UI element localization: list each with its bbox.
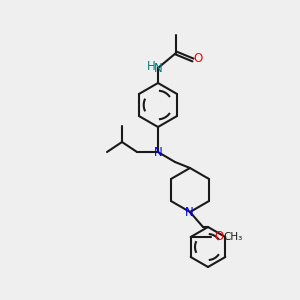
Text: O: O: [194, 52, 202, 65]
Text: N: N: [154, 61, 162, 74]
Text: CH₃: CH₃: [223, 232, 242, 242]
Text: N: N: [184, 206, 194, 218]
Text: H: H: [147, 61, 155, 74]
Text: O: O: [214, 230, 223, 244]
Text: N: N: [154, 146, 162, 158]
